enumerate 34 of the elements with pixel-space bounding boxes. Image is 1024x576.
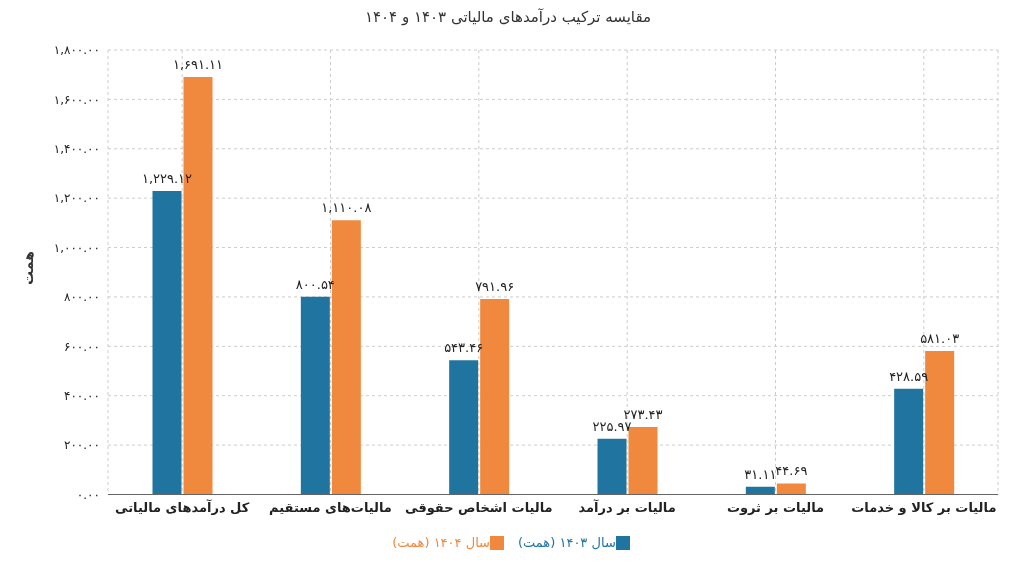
x-tick-label: مالیات بر کالا و خدمات <box>851 499 997 515</box>
y-tick-label: ۰.۰۰ <box>76 487 100 502</box>
y-tick-label: ۴۰۰.۰۰ <box>63 388 100 403</box>
bar <box>480 298 510 495</box>
bar <box>597 438 627 495</box>
bar <box>894 388 924 495</box>
y-tick-label: ۱,۰۰۰.۰۰ <box>53 240 100 255</box>
bar <box>152 190 182 495</box>
legend-label: سال ۱۴۰۴ (همت) <box>392 534 490 550</box>
x-tick-label: مالیات‌های مستقیم <box>269 499 392 515</box>
data-label: ۷۹۱.۹۶ <box>475 278 515 294</box>
data-label: ۱,۱۱۰.۰۸ <box>321 200 372 216</box>
legend-label: سال ۱۴۰۳ (همت) <box>518 534 616 550</box>
x-tick-label: مالیات اشخاص حقوقی <box>405 499 553 515</box>
y-tick-label: ۱,۶۰۰.۰۰ <box>53 92 100 107</box>
bar <box>745 486 775 495</box>
y-tick-label: ۱,۸۰۰.۰۰ <box>53 43 100 58</box>
y-tick-label: ۱,۲۰۰.۰۰ <box>53 191 100 206</box>
data-label: ۱,۶۹۱.۱۱ <box>172 56 224 72</box>
data-label: ۴۴.۶۹ <box>775 463 808 479</box>
data-label: ۵۸۱.۰۳ <box>920 331 960 347</box>
chart-title: مقایسه ترکیب درآمدهای مالیاتی ۱۴۰۳ و ۱۴۰۴ <box>363 8 653 26</box>
data-label: ۳۱.۱۱ <box>744 466 777 482</box>
y-tick-label: ۲۰۰.۰۰ <box>63 438 100 453</box>
x-tick-label: کل درآمدهای مالیاتی <box>115 498 250 515</box>
bar <box>300 296 330 495</box>
y-tick-label: ۱,۴۰۰.۰۰ <box>53 142 100 157</box>
y-tick-label: ۸۰۰.۰۰ <box>63 290 100 305</box>
y-axis-title: همت <box>20 250 36 287</box>
x-tick-label: مالیات بر ثروت <box>726 499 825 515</box>
bar <box>776 483 806 495</box>
x-tick-label: مالیات بر درآمد <box>578 498 676 515</box>
y-tick-label: ۶۰۰.۰۰ <box>63 339 100 354</box>
bar <box>449 360 479 495</box>
